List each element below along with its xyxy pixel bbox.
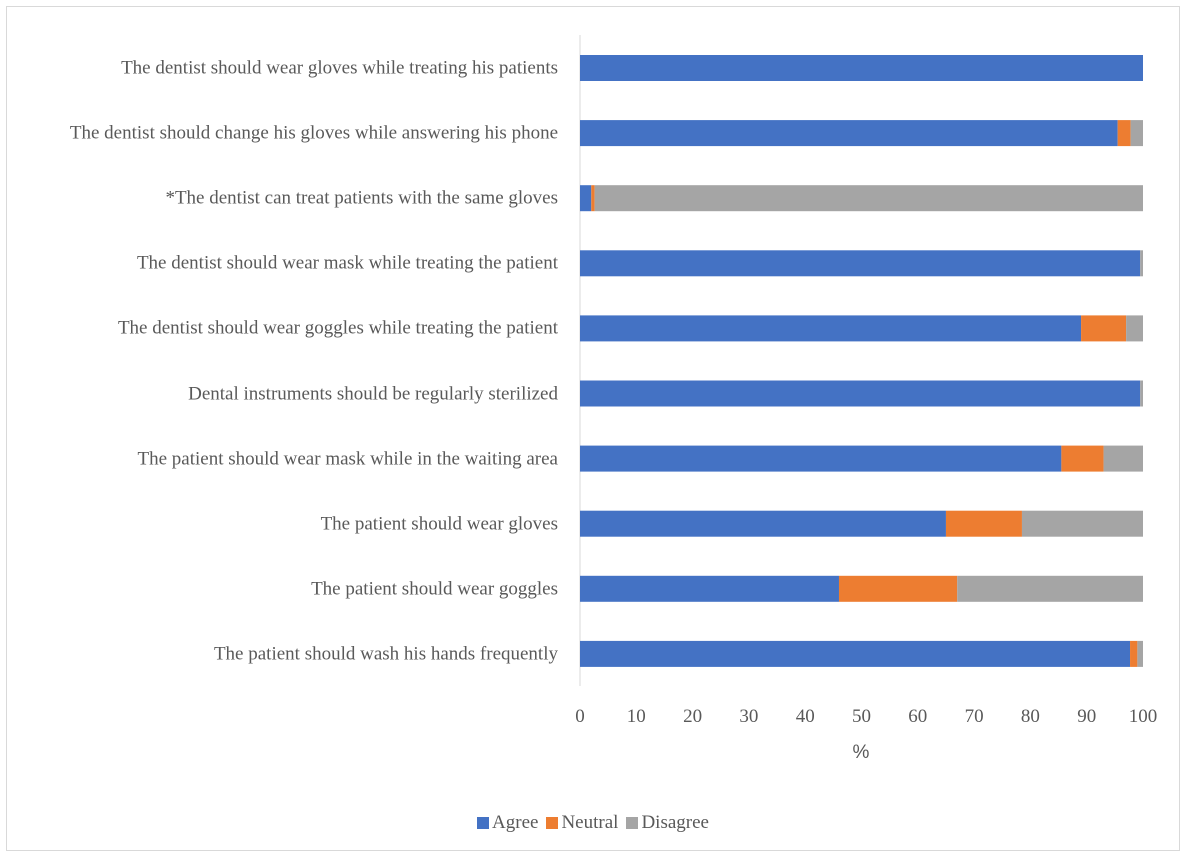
bar-agree-7 bbox=[580, 510, 946, 537]
x-tick-label: 0 bbox=[575, 706, 585, 727]
x-tick-label: 60 bbox=[908, 706, 928, 727]
bar-disagree-9 bbox=[1137, 640, 1143, 667]
category-label: The dentist should wear goggles while tr… bbox=[117, 317, 558, 339]
bar-disagree-6 bbox=[1103, 445, 1143, 472]
x-tick-label: 30 bbox=[739, 706, 759, 727]
bar-neutral-4 bbox=[1081, 315, 1127, 342]
bar-neutral-9 bbox=[1130, 640, 1138, 667]
legend-swatch bbox=[477, 817, 490, 829]
bar-agree-6 bbox=[580, 445, 1062, 472]
x-tick-label: 40 bbox=[795, 706, 815, 727]
bar-agree-3 bbox=[580, 250, 1141, 277]
legend-label: Disagree bbox=[641, 812, 709, 833]
bar-disagree-3 bbox=[1140, 250, 1143, 277]
x-tick-label: 70 bbox=[964, 706, 984, 727]
bar-disagree-2 bbox=[594, 185, 1143, 212]
bar-disagree-4 bbox=[1126, 315, 1143, 342]
x-tick-label: 50 bbox=[852, 706, 871, 727]
category-label: *The dentist can treat patients with the… bbox=[165, 187, 558, 209]
bar-agree-8 bbox=[580, 575, 839, 602]
x-tick-label: 100 bbox=[1128, 706, 1158, 727]
bar-agree-0 bbox=[580, 55, 1143, 81]
category-label: The patient should wear mask while in th… bbox=[137, 448, 558, 470]
bar-agree-1 bbox=[580, 120, 1118, 147]
bar-agree-4 bbox=[580, 315, 1082, 342]
category-label: The patient should wash his hands freque… bbox=[213, 643, 558, 665]
x-tick-label: 20 bbox=[683, 706, 703, 727]
legend-item-agree: Agree bbox=[477, 812, 538, 834]
category-label: The dentist should wear gloves while tre… bbox=[121, 57, 558, 79]
bar-neutral-8 bbox=[838, 575, 958, 602]
legend-item-disagree: Disagree bbox=[626, 812, 709, 834]
legend: Agree Neutral Disagree bbox=[0, 812, 1186, 834]
bar-neutral-6 bbox=[1061, 445, 1104, 472]
category-label: The dentist should wear mask while treat… bbox=[136, 252, 558, 274]
x-tick-label: 90 bbox=[1077, 706, 1097, 727]
x-tick-label: 10 bbox=[626, 706, 646, 727]
bar-disagree-8 bbox=[957, 575, 1143, 602]
bar-disagree-7 bbox=[1021, 510, 1143, 537]
bar-neutral-2 bbox=[591, 185, 595, 212]
legend-swatch bbox=[546, 817, 559, 829]
category-label: The patient should wear goggles bbox=[311, 578, 558, 600]
bar-neutral-1 bbox=[1117, 120, 1131, 147]
legend-swatch bbox=[626, 817, 639, 829]
category-label: The dentist should change his gloves whi… bbox=[69, 122, 558, 144]
bar-disagree-5 bbox=[1140, 380, 1143, 407]
legend-label: Neutral bbox=[561, 812, 619, 833]
category-label: The patient should wear gloves bbox=[320, 513, 558, 535]
bar-agree-2 bbox=[580, 185, 592, 212]
x-tick-label: 80 bbox=[1020, 706, 1040, 727]
bar-neutral-7 bbox=[945, 510, 1022, 537]
category-label: Dental instruments should be regularly s… bbox=[188, 383, 558, 404]
legend-item-neutral: Neutral bbox=[546, 812, 618, 834]
legend-label: Agree bbox=[492, 812, 539, 833]
chart-frame bbox=[6, 6, 1180, 851]
bar-agree-5 bbox=[580, 380, 1141, 407]
bar-agree-9 bbox=[580, 640, 1131, 667]
bar-disagree-1 bbox=[1130, 120, 1143, 147]
